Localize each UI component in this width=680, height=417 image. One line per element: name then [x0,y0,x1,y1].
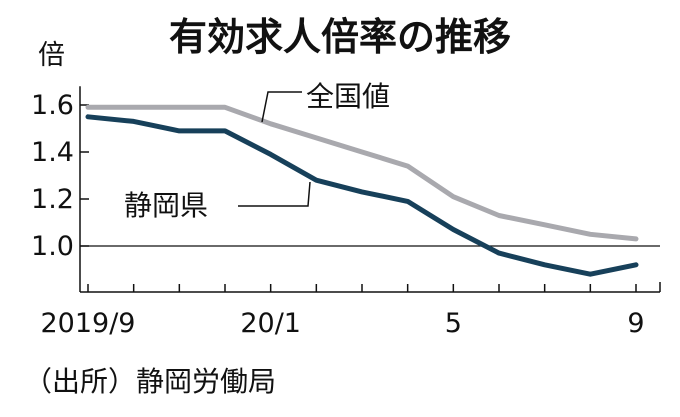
series-label-leaders [238,91,311,207]
y-tick-labels: 1.0 1.2 1.4 1.6 [31,90,74,262]
axes [79,86,661,293]
series-line-shizuoka [85,114,639,277]
leader-shizuoka [238,181,311,207]
y-tick-label: 1.2 [31,184,74,215]
series-label-national: 全国値 [306,80,390,113]
x-tick-label: 20/1 [240,308,301,339]
source-note: （出所）静岡労働局 [24,365,276,398]
series-line-national [85,104,639,242]
x-tick-label: 9 [627,308,644,339]
y-tick-label: 1.0 [31,231,74,262]
series-lines [85,104,639,277]
leader-national [261,91,302,123]
x-tick-label: 2019/9 [41,308,136,339]
chart-title: 有効求人倍率の推移 [169,15,511,59]
x-tick-labels: 2019/9 20/1 5 9 [41,308,645,339]
y-tick-label: 1.6 [31,90,74,121]
y-tick-label: 1.4 [31,137,74,168]
y-axis-unit: 倍 [38,40,65,71]
series-label-shizuoka: 静岡県 [124,189,208,222]
x-tick-label: 5 [445,308,462,339]
